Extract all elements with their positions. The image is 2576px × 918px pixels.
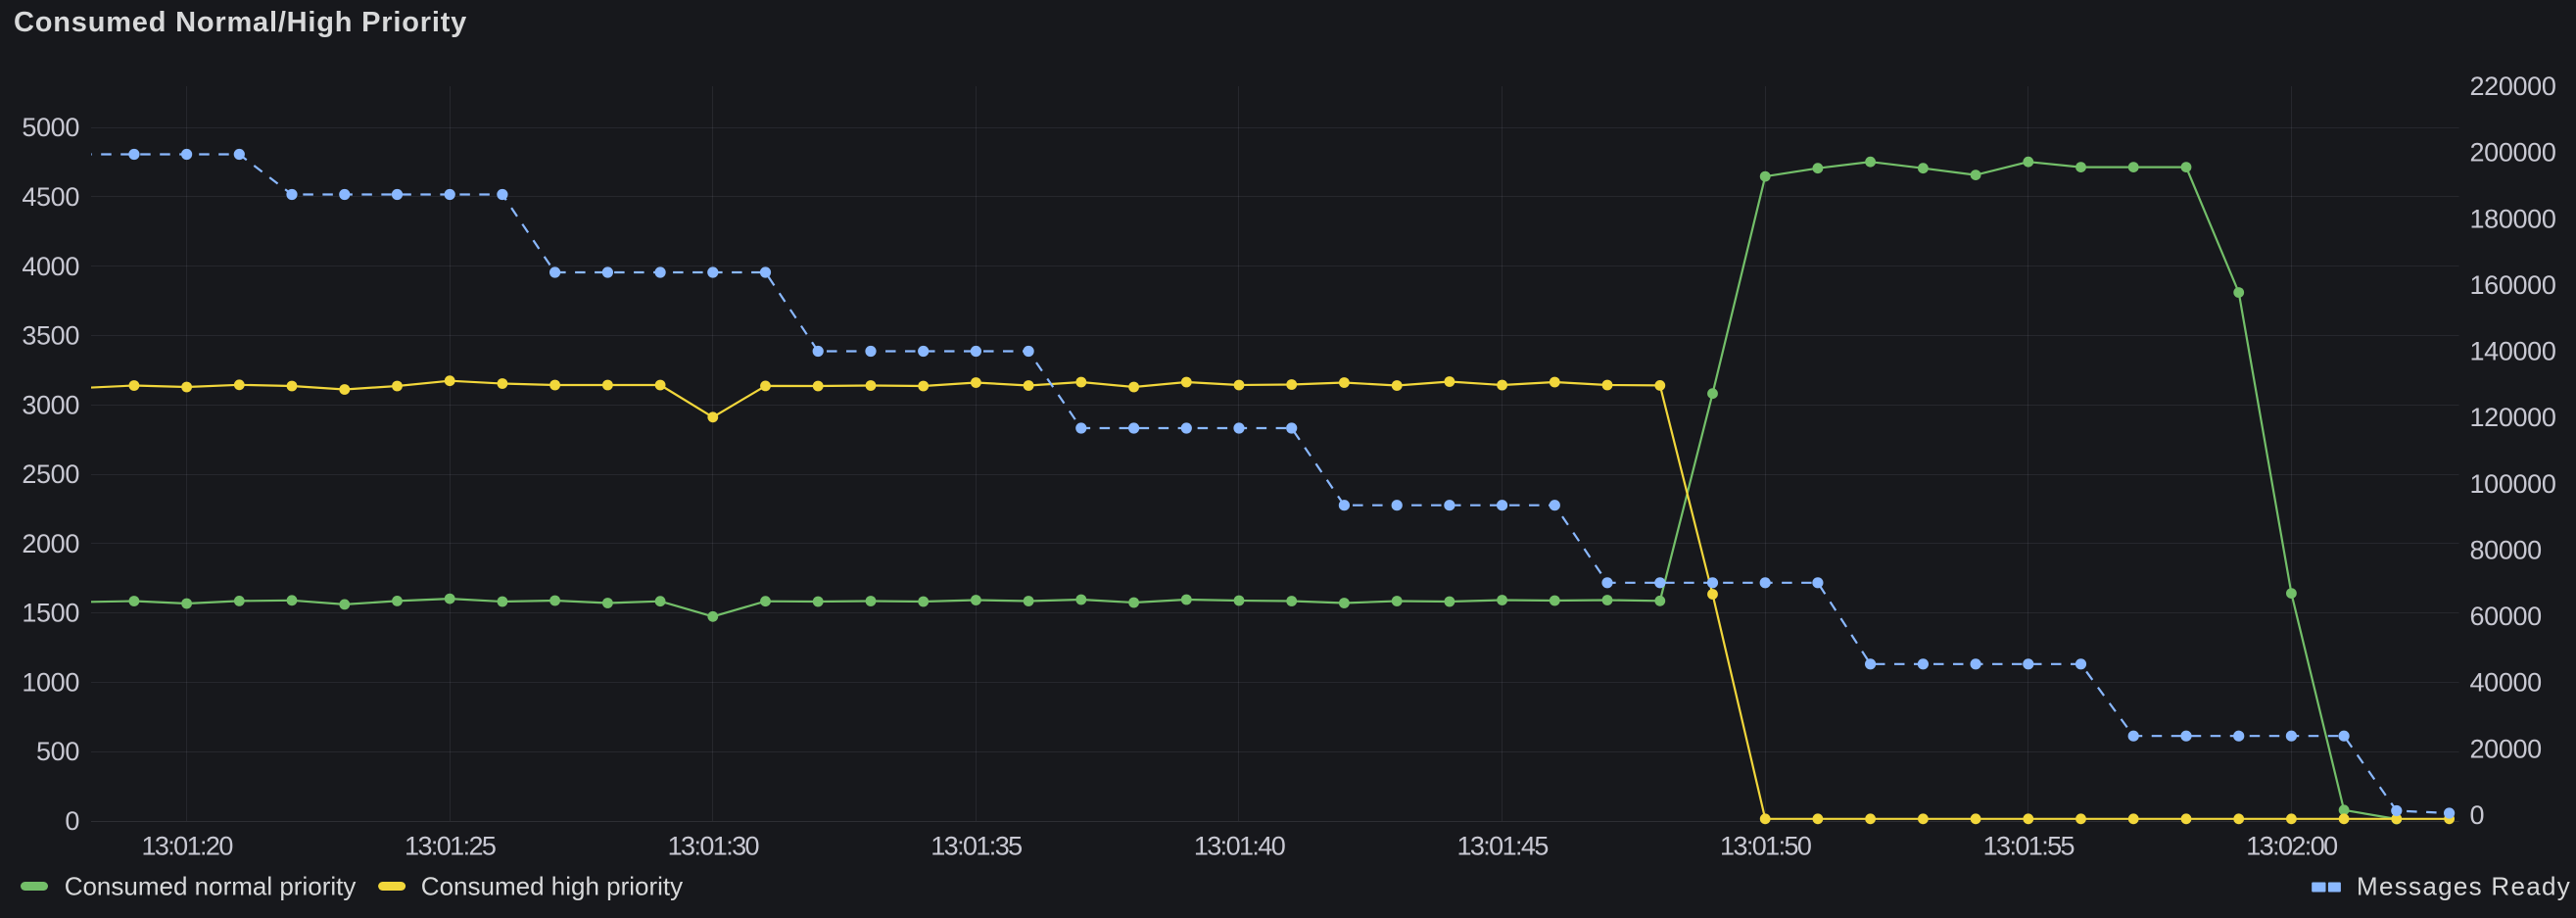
- svg-text:13:01:35: 13:01:35: [930, 832, 1022, 861]
- svg-text:5000: 5000: [22, 113, 79, 142]
- svg-text:13:01:40: 13:01:40: [1194, 832, 1285, 861]
- svg-text:13:01:30: 13:01:30: [668, 832, 759, 861]
- svg-text:Consumed Normal/High Priority: Consumed Normal/High Priority: [14, 7, 467, 38]
- svg-text:2000: 2000: [22, 529, 79, 558]
- svg-text:13:01:50: 13:01:50: [1720, 832, 1811, 861]
- svg-text:80000: 80000: [2470, 536, 2542, 565]
- svg-text:40000: 40000: [2470, 668, 2542, 698]
- svg-text:13:01:20: 13:01:20: [141, 832, 232, 861]
- svg-text:100000: 100000: [2470, 469, 2556, 499]
- svg-text:60000: 60000: [2470, 602, 2542, 631]
- svg-text:2500: 2500: [22, 459, 79, 489]
- svg-text:140000: 140000: [2470, 337, 2556, 366]
- svg-text:220000: 220000: [2470, 72, 2556, 101]
- svg-text:120000: 120000: [2470, 403, 2556, 432]
- svg-text:13:02:00: 13:02:00: [2246, 832, 2337, 861]
- svg-text:13:01:45: 13:01:45: [1456, 832, 1548, 861]
- svg-text:Consumed normal priority: Consumed normal priority: [65, 872, 357, 901]
- svg-text:Consumed high priority: Consumed high priority: [421, 872, 683, 901]
- svg-text:13:01:25: 13:01:25: [405, 832, 496, 861]
- svg-text:3000: 3000: [22, 390, 79, 419]
- svg-text:4000: 4000: [22, 252, 79, 281]
- svg-text:180000: 180000: [2470, 204, 2556, 233]
- svg-text:1500: 1500: [22, 599, 79, 628]
- svg-text:0: 0: [65, 806, 79, 836]
- svg-text:3500: 3500: [22, 321, 79, 351]
- svg-text:160000: 160000: [2470, 270, 2556, 300]
- svg-text:200000: 200000: [2470, 138, 2556, 168]
- svg-text:0: 0: [2470, 800, 2485, 830]
- svg-text:20000: 20000: [2470, 734, 2542, 763]
- svg-text:Messages Ready: Messages Ready: [2357, 872, 2571, 901]
- svg-text:1000: 1000: [22, 667, 79, 697]
- svg-text:4500: 4500: [22, 182, 79, 212]
- svg-text:13:01:55: 13:01:55: [1983, 832, 2075, 861]
- svg-text:500: 500: [36, 737, 79, 766]
